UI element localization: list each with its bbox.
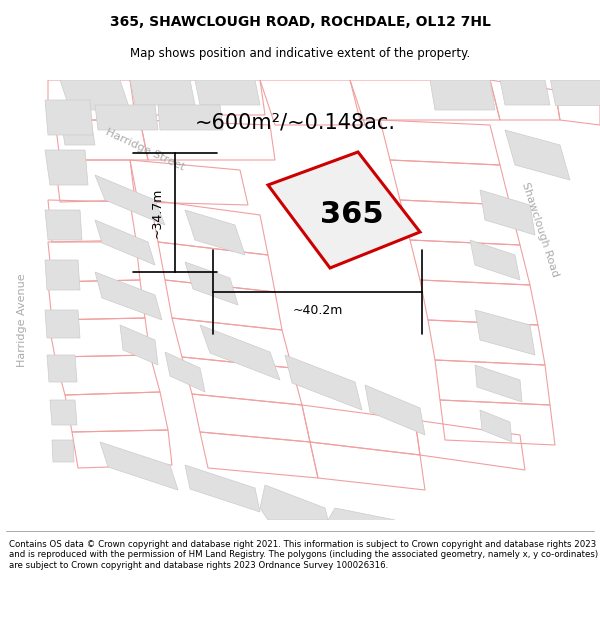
Polygon shape	[260, 485, 328, 520]
Polygon shape	[480, 190, 535, 235]
Polygon shape	[268, 152, 420, 268]
Polygon shape	[95, 220, 155, 265]
Polygon shape	[475, 310, 535, 355]
Polygon shape	[45, 420, 110, 520]
Polygon shape	[470, 240, 520, 280]
Polygon shape	[195, 80, 260, 105]
Polygon shape	[200, 325, 280, 380]
Polygon shape	[120, 325, 158, 365]
Polygon shape	[52, 440, 74, 462]
Polygon shape	[505, 130, 570, 180]
Polygon shape	[165, 352, 205, 392]
Polygon shape	[47, 355, 77, 382]
Text: Map shows position and indicative extent of the property.: Map shows position and indicative extent…	[130, 48, 470, 61]
Polygon shape	[365, 385, 425, 435]
Text: Harridge Street: Harridge Street	[104, 127, 186, 172]
Text: Shawclough Road: Shawclough Road	[520, 181, 560, 279]
Polygon shape	[185, 262, 238, 305]
Polygon shape	[475, 365, 522, 402]
Polygon shape	[328, 508, 395, 525]
Polygon shape	[480, 410, 512, 442]
Polygon shape	[45, 150, 88, 185]
Polygon shape	[60, 115, 95, 145]
Polygon shape	[285, 355, 362, 410]
Text: 365, SHAWCLOUGH ROAD, ROCHDALE, OL12 7HL: 365, SHAWCLOUGH ROAD, ROCHDALE, OL12 7HL	[110, 14, 490, 29]
Polygon shape	[95, 175, 165, 225]
Text: ~34.7m: ~34.7m	[151, 188, 163, 238]
Polygon shape	[95, 105, 158, 130]
Polygon shape	[490, 80, 600, 360]
Polygon shape	[185, 210, 245, 255]
Polygon shape	[45, 310, 80, 338]
Polygon shape	[555, 360, 600, 520]
Polygon shape	[185, 465, 260, 512]
Polygon shape	[0, 80, 45, 520]
Polygon shape	[430, 80, 495, 110]
Text: 365: 365	[320, 200, 384, 229]
Polygon shape	[95, 272, 162, 320]
Text: ~600m²/~0.148ac.: ~600m²/~0.148ac.	[194, 112, 395, 132]
Polygon shape	[60, 80, 130, 110]
Polygon shape	[0, 170, 320, 340]
Polygon shape	[130, 80, 195, 105]
Polygon shape	[45, 100, 93, 135]
Polygon shape	[250, 80, 380, 130]
Polygon shape	[45, 210, 82, 240]
Text: ~40.2m: ~40.2m	[292, 304, 343, 316]
Polygon shape	[550, 80, 600, 105]
Polygon shape	[45, 260, 80, 290]
Text: Harridge Avenue: Harridge Avenue	[17, 273, 27, 367]
Polygon shape	[500, 80, 550, 105]
Polygon shape	[100, 442, 178, 490]
Polygon shape	[158, 105, 223, 130]
Text: Contains OS data © Crown copyright and database right 2021. This information is : Contains OS data © Crown copyright and d…	[9, 540, 598, 569]
Polygon shape	[50, 400, 77, 425]
